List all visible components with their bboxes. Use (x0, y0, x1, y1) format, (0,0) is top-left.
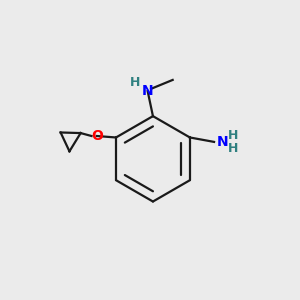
Text: O: O (91, 129, 103, 143)
Text: H: H (228, 142, 239, 155)
Text: N: N (217, 135, 228, 149)
Text: N: N (142, 84, 154, 98)
Text: H: H (130, 76, 140, 89)
Text: H: H (228, 129, 239, 142)
